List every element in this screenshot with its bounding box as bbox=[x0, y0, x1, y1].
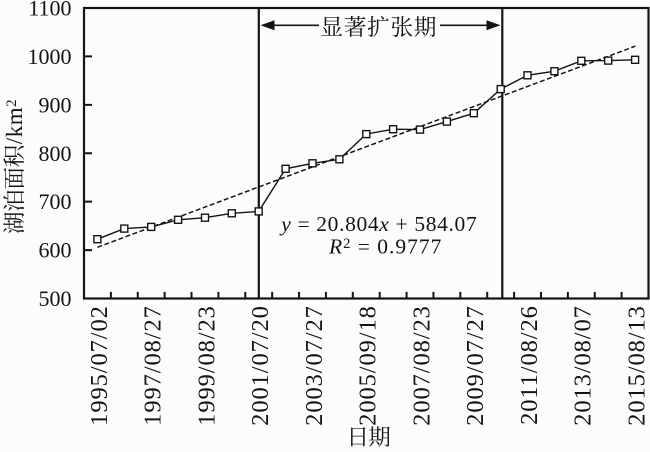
svg-text:2007/08/23: 2007/08/23 bbox=[408, 305, 435, 426]
svg-text:2009/07/27: 2009/07/27 bbox=[462, 305, 489, 426]
svg-text:2005/09/18: 2005/09/18 bbox=[355, 305, 382, 426]
svg-text:800: 800 bbox=[39, 141, 72, 166]
svg-text:600: 600 bbox=[39, 238, 72, 263]
svg-text:900: 900 bbox=[39, 92, 72, 117]
svg-text:1100: 1100 bbox=[28, 0, 71, 21]
svg-text:2013/08/07: 2013/08/07 bbox=[570, 305, 597, 426]
svg-text:y = 20.804x + 584.07: y = 20.804x + 584.07 bbox=[279, 212, 477, 236]
svg-text:1000: 1000 bbox=[28, 44, 72, 69]
svg-text:500: 500 bbox=[39, 286, 72, 311]
svg-text:2011/08/26: 2011/08/26 bbox=[516, 305, 543, 425]
svg-text:1999/08/23: 1999/08/23 bbox=[193, 305, 220, 426]
svg-text:2001/07/20: 2001/07/20 bbox=[247, 305, 274, 426]
svg-text:1997/08/27: 1997/08/27 bbox=[140, 305, 167, 426]
svg-text:2015/08/13: 2015/08/13 bbox=[624, 305, 650, 426]
svg-text:1995/07/02: 1995/07/02 bbox=[86, 305, 113, 426]
svg-text:700: 700 bbox=[39, 189, 72, 214]
svg-text:2003/07/27: 2003/07/27 bbox=[301, 305, 328, 426]
